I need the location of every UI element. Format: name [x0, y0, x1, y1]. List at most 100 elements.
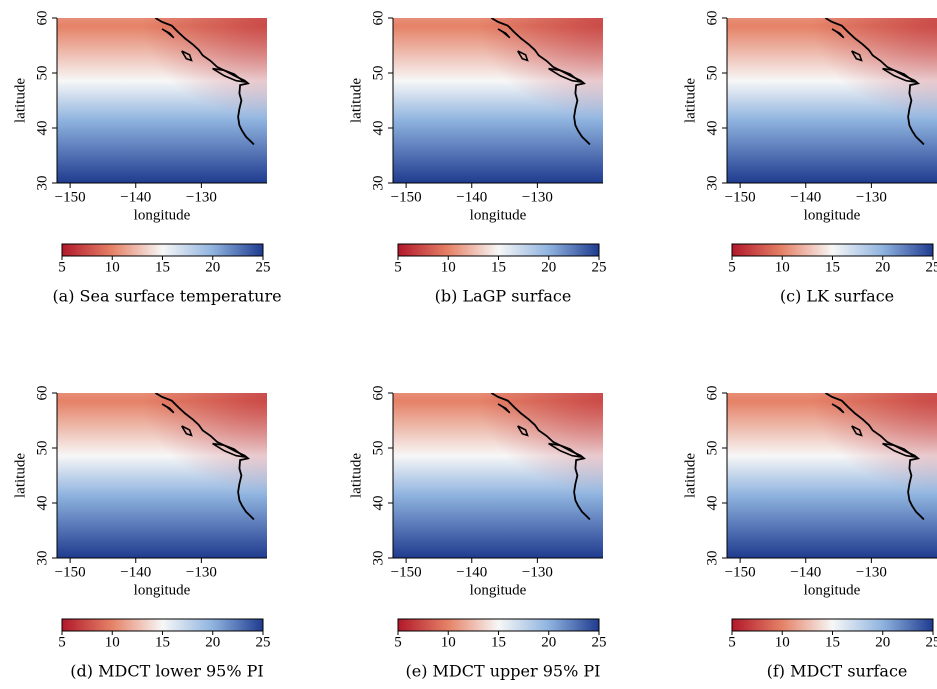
colorbar-tick-label: 5: [728, 259, 736, 275]
sst-field-shade: [57, 393, 267, 558]
x-tick-label: −140: [456, 564, 487, 580]
sst-field-shade: [393, 18, 603, 183]
y-tick-label: 30: [34, 176, 50, 191]
y-axis-label: latitude: [12, 78, 28, 123]
sst-field-shade: [57, 18, 267, 183]
island: [161, 403, 175, 414]
island: [181, 425, 193, 437]
colorbar-tick-label: 10: [441, 259, 456, 275]
x-tick-label: −130: [186, 189, 217, 205]
sst-field-shade: [393, 393, 603, 558]
map: [57, 393, 267, 558]
y-tick-label: 50: [34, 441, 50, 456]
y-tick-label: 40: [370, 121, 386, 136]
colorbar: [61, 618, 264, 632]
colorbar: [731, 243, 934, 257]
island: [212, 67, 247, 84]
y-tick-label: 40: [704, 121, 720, 136]
caption: (f) MDCT surface: [767, 662, 908, 681]
colorbar-tick-label: 25: [256, 259, 271, 275]
y-axis-label: latitude: [348, 453, 364, 498]
colorbar-tick-label: 25: [592, 634, 607, 650]
island: [517, 425, 529, 437]
map: [727, 18, 937, 183]
x-tick-label: −140: [120, 189, 151, 205]
x-tick-label: −130: [186, 564, 217, 580]
caption: (a) Sea surface temperature: [52, 287, 281, 306]
colorbar-tick-label: 5: [394, 634, 402, 650]
island: [882, 67, 917, 84]
colorbar: [61, 243, 264, 257]
y-tick-label: 40: [34, 496, 50, 511]
x-axis-label: longitude: [134, 582, 191, 598]
colorbar-tick-label: 25: [256, 634, 271, 650]
x-axis-label: longitude: [470, 207, 527, 223]
y-tick-label: 60: [704, 386, 720, 401]
colorbar-tick-label: 10: [775, 634, 790, 650]
x-tick-label: −130: [522, 564, 553, 580]
map: [57, 18, 267, 183]
colorbar-tick-label: 15: [825, 259, 840, 275]
colorbar-tick-label: 15: [491, 259, 506, 275]
map: [393, 393, 603, 558]
x-axis-label: longitude: [134, 207, 191, 223]
colorbar-tick-label: 25: [926, 634, 937, 650]
y-tick-label: 60: [370, 386, 386, 401]
island: [497, 28, 511, 39]
x-tick-label: −140: [120, 564, 151, 580]
x-tick-label: −150: [391, 564, 422, 580]
y-tick-label: 30: [34, 551, 50, 566]
y-tick-label: 50: [704, 441, 720, 456]
colorbar-tick-label: 20: [541, 259, 556, 275]
x-tick-label: −140: [790, 189, 821, 205]
sst-field-shade: [727, 18, 937, 183]
colorbar-tick-label: 20: [205, 634, 220, 650]
colorbar: [731, 618, 934, 632]
x-tick-label: −130: [856, 564, 887, 580]
colorbar-tick-label: 15: [491, 634, 506, 650]
island: [161, 28, 175, 39]
x-tick-label: −140: [790, 564, 821, 580]
island: [882, 442, 917, 459]
y-tick-label: 50: [34, 66, 50, 81]
sst-field-shade: [727, 393, 937, 558]
x-tick-label: −150: [725, 189, 756, 205]
colorbar-tick-label: 15: [825, 634, 840, 650]
x-tick-label: −150: [725, 564, 756, 580]
colorbar-tick-label: 5: [58, 259, 66, 275]
x-axis-label: longitude: [804, 207, 861, 223]
colorbar-tick-label: 15: [155, 259, 170, 275]
island: [497, 403, 511, 414]
y-tick-label: 40: [704, 496, 720, 511]
x-axis-label: longitude: [470, 582, 527, 598]
map: [393, 18, 603, 183]
island: [212, 442, 247, 459]
y-axis-label: latitude: [682, 453, 698, 498]
map: [727, 393, 937, 558]
y-tick-label: 50: [370, 66, 386, 81]
island: [548, 67, 583, 84]
island: [517, 50, 529, 62]
y-tick-label: 40: [34, 121, 50, 136]
y-axis-label: latitude: [348, 78, 364, 123]
colorbar-tick-label: 10: [775, 259, 790, 275]
island: [851, 50, 863, 62]
x-axis-label: longitude: [804, 582, 861, 598]
caption: (c) LK surface: [780, 287, 894, 306]
colorbar-tick-label: 10: [105, 634, 120, 650]
colorbar-tick-label: 5: [58, 634, 66, 650]
island: [548, 442, 583, 459]
x-tick-label: −150: [55, 189, 86, 205]
y-tick-label: 30: [704, 551, 720, 566]
island: [831, 403, 845, 414]
caption: (e) MDCT upper 95% PI: [406, 662, 601, 681]
island: [181, 50, 193, 62]
colorbar-tick-label: 5: [728, 634, 736, 650]
y-tick-label: 30: [704, 176, 720, 191]
x-tick-label: −130: [522, 189, 553, 205]
colorbar-tick-label: 25: [592, 259, 607, 275]
caption: (b) LaGP surface: [435, 287, 572, 306]
colorbar-tick-label: 20: [205, 259, 220, 275]
y-tick-label: 30: [370, 551, 386, 566]
